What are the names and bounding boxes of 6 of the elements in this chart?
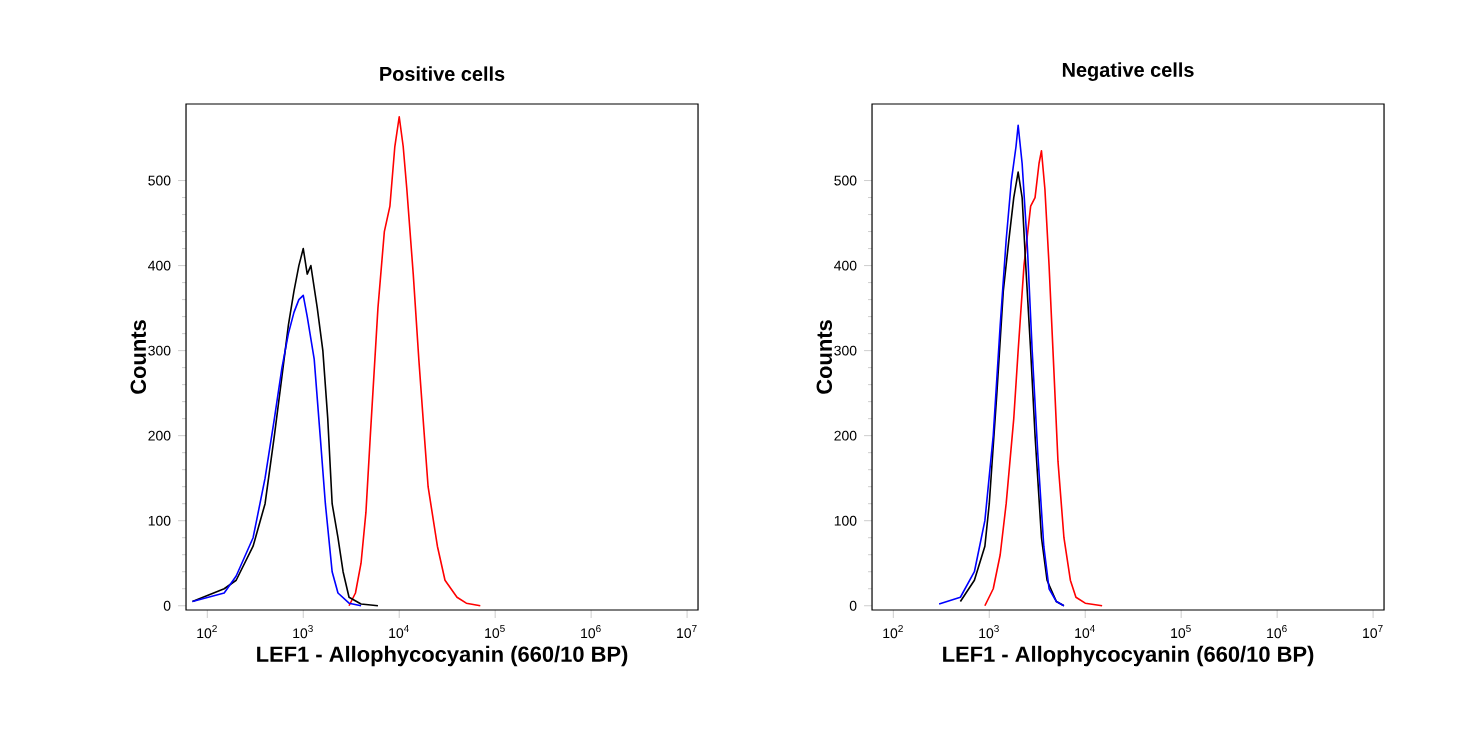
chart-title: Positive cells [380,66,505,81]
y-axis-title: Counts [130,320,147,394]
x-axis-title: LEF1 - Allophycocyanin (660/10 BP) [257,645,628,667]
x-axis-title: LEF1 - Allophycocyanin (660/10 BP) [943,645,1314,667]
chart-title: Negative cells [1062,62,1194,81]
y-axis-title: Counts [816,320,833,394]
